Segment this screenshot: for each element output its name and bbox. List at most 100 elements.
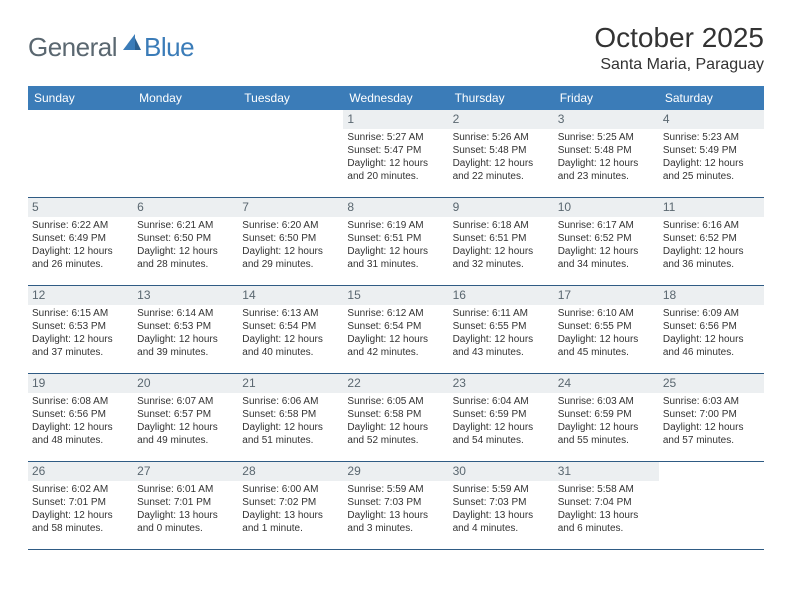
calendar-row: 26Sunrise: 6:02 AMSunset: 7:01 PMDayligh… bbox=[28, 462, 764, 550]
cell-line: Sunset: 6:54 PM bbox=[242, 321, 339, 334]
cell-line: Sunrise: 6:15 AM bbox=[32, 308, 129, 321]
day-number: 19 bbox=[28, 374, 133, 393]
cell-line: and 49 minutes. bbox=[137, 435, 234, 448]
calendar-cell: 24Sunrise: 6:03 AMSunset: 6:59 PMDayligh… bbox=[554, 374, 659, 462]
cell-line: and 51 minutes. bbox=[242, 435, 339, 448]
cell-line: Sunrise: 6:05 AM bbox=[347, 396, 444, 409]
calendar-cell bbox=[133, 110, 238, 198]
cell-line: Daylight: 12 hours bbox=[242, 246, 339, 259]
cell-line: Daylight: 12 hours bbox=[453, 158, 550, 171]
cell-line: Daylight: 12 hours bbox=[32, 334, 129, 347]
location: Santa Maria, Paraguay bbox=[594, 56, 764, 74]
calendar-cell: 23Sunrise: 6:04 AMSunset: 6:59 PMDayligh… bbox=[449, 374, 554, 462]
calendar-cell: 7Sunrise: 6:20 AMSunset: 6:50 PMDaylight… bbox=[238, 198, 343, 286]
cell-line: and 25 minutes. bbox=[663, 171, 760, 184]
calendar-cell: 25 Sunrise: 6:03 AMSunset: 7:00 PMDayligh… bbox=[659, 374, 764, 462]
cell-line: Sunset: 6:52 PM bbox=[558, 233, 655, 246]
cell-line: and 28 minutes. bbox=[137, 259, 234, 272]
cell-line: Sunset: 6:58 PM bbox=[242, 409, 339, 422]
calendar-row: 1Sunrise: 5:27 AMSunset: 5:47 PMDaylight… bbox=[28, 110, 764, 198]
cell-line: and 6 minutes. bbox=[558, 523, 655, 536]
cell-line: Daylight: 12 hours bbox=[663, 422, 760, 435]
cell-line: Sunrise: 6:20 AM bbox=[242, 220, 339, 233]
calendar-cell: 11Sunrise: 6:16 AMSunset: 6:52 PMDayligh… bbox=[659, 198, 764, 286]
logo-blue-text: Blue bbox=[144, 32, 194, 63]
cell-line: and 46 minutes. bbox=[663, 347, 760, 360]
cell-line: and 55 minutes. bbox=[558, 435, 655, 448]
day-number: 31 bbox=[554, 462, 659, 481]
calendar-cell bbox=[659, 462, 764, 550]
cell-line: Sunrise: 5:58 AM bbox=[558, 484, 655, 497]
day-number: 10 bbox=[554, 198, 659, 217]
cell-line: Sunset: 6:57 PM bbox=[137, 409, 234, 422]
calendar-cell: 13Sunrise: 6:14 AMSunset: 6:53 PMDayligh… bbox=[133, 286, 238, 374]
cell-line: and 4 minutes. bbox=[453, 523, 550, 536]
cell-line: and 39 minutes. bbox=[137, 347, 234, 360]
cell-line: Sunset: 6:54 PM bbox=[347, 321, 444, 334]
logo: General Blue bbox=[28, 32, 194, 63]
day-number: 4 bbox=[659, 110, 764, 129]
cell-line: Sunset: 6:55 PM bbox=[558, 321, 655, 334]
cell-line: Daylight: 12 hours bbox=[453, 334, 550, 347]
cell-line: Daylight: 12 hours bbox=[347, 334, 444, 347]
day-header: Saturday bbox=[659, 86, 764, 110]
cell-line: Daylight: 12 hours bbox=[558, 422, 655, 435]
cell-line: Sunrise: 5:23 AM bbox=[663, 132, 760, 145]
cell-line: and 3 minutes. bbox=[347, 523, 444, 536]
cell-line: Sunset: 6:49 PM bbox=[32, 233, 129, 246]
cell-line: Sunrise: 6:17 AM bbox=[558, 220, 655, 233]
day-number: 21 bbox=[238, 374, 343, 393]
cell-line: Sunset: 6:55 PM bbox=[453, 321, 550, 334]
calendar-cell: 16Sunrise: 6:11 AMSunset: 6:55 PMDayligh… bbox=[449, 286, 554, 374]
cell-line: Sunset: 6:53 PM bbox=[32, 321, 129, 334]
day-number: 5 bbox=[28, 198, 133, 217]
cell-line: Sunrise: 6:03 AM bbox=[558, 396, 655, 409]
cell-line: and 31 minutes. bbox=[347, 259, 444, 272]
cell-line: Sunset: 5:49 PM bbox=[663, 145, 760, 158]
day-number: 8 bbox=[343, 198, 448, 217]
cell-line: Sunset: 7:02 PM bbox=[242, 497, 339, 510]
cell-line: Sunset: 6:59 PM bbox=[558, 409, 655, 422]
cell-line: Sunrise: 6:13 AM bbox=[242, 308, 339, 321]
cell-line: and 45 minutes. bbox=[558, 347, 655, 360]
cell-line: Sunset: 6:50 PM bbox=[137, 233, 234, 246]
cell-line: Sunrise: 5:59 AM bbox=[453, 484, 550, 497]
cell-line: Daylight: 13 hours bbox=[347, 510, 444, 523]
cell-line: Sunrise: 6:12 AM bbox=[347, 308, 444, 321]
cell-line: Sunrise: 6:11 AM bbox=[453, 308, 550, 321]
cell-line: and 52 minutes. bbox=[347, 435, 444, 448]
cell-line: and 26 minutes. bbox=[32, 259, 129, 272]
header: General Blue October 2025 Santa Maria, P… bbox=[28, 22, 764, 74]
cell-line: Daylight: 12 hours bbox=[242, 334, 339, 347]
day-number: 2 bbox=[449, 110, 554, 129]
logo-sail-icon bbox=[119, 39, 141, 57]
cell-line: Sunset: 5:48 PM bbox=[453, 145, 550, 158]
cell-line: Daylight: 13 hours bbox=[453, 510, 550, 523]
cell-line: Sunset: 6:56 PM bbox=[663, 321, 760, 334]
cell-line: and 36 minutes. bbox=[663, 259, 760, 272]
calendar-cell: 21Sunrise: 6:06 AMSunset: 6:58 PMDayligh… bbox=[238, 374, 343, 462]
day-number: 30 bbox=[449, 462, 554, 481]
calendar-cell: 29Sunrise: 5:59 AMSunset: 7:03 PMDayligh… bbox=[343, 462, 448, 550]
cell-line: Sunrise: 6:08 AM bbox=[32, 396, 129, 409]
cell-line: Sunset: 6:59 PM bbox=[453, 409, 550, 422]
day-number: 26 bbox=[28, 462, 133, 481]
day-number: 27 bbox=[133, 462, 238, 481]
cell-line: Sunset: 5:48 PM bbox=[558, 145, 655, 158]
cell-line: Sunrise: 6:03 AM bbox=[663, 396, 760, 409]
cell-line: Sunset: 7:01 PM bbox=[32, 497, 129, 510]
cell-line: Sunrise: 5:27 AM bbox=[347, 132, 444, 145]
cell-line: Daylight: 12 hours bbox=[137, 422, 234, 435]
calendar-cell: 20Sunrise: 6:07 AMSunset: 6:57 PMDayligh… bbox=[133, 374, 238, 462]
cell-line: Sunset: 7:00 PM bbox=[663, 409, 760, 422]
cell-line: and 20 minutes. bbox=[347, 171, 444, 184]
day-header-row: Sunday Monday Tuesday Wednesday Thursday… bbox=[28, 86, 764, 110]
calendar-cell: 19Sunrise: 6:08 AMSunset: 6:56 PMDayligh… bbox=[28, 374, 133, 462]
day-number: 23 bbox=[449, 374, 554, 393]
day-number: 15 bbox=[343, 286, 448, 305]
day-number: 25 bbox=[659, 374, 764, 393]
day-number: 3 bbox=[554, 110, 659, 129]
day-number: 17 bbox=[554, 286, 659, 305]
cell-line: Sunrise: 6:19 AM bbox=[347, 220, 444, 233]
cell-line: Daylight: 12 hours bbox=[453, 422, 550, 435]
